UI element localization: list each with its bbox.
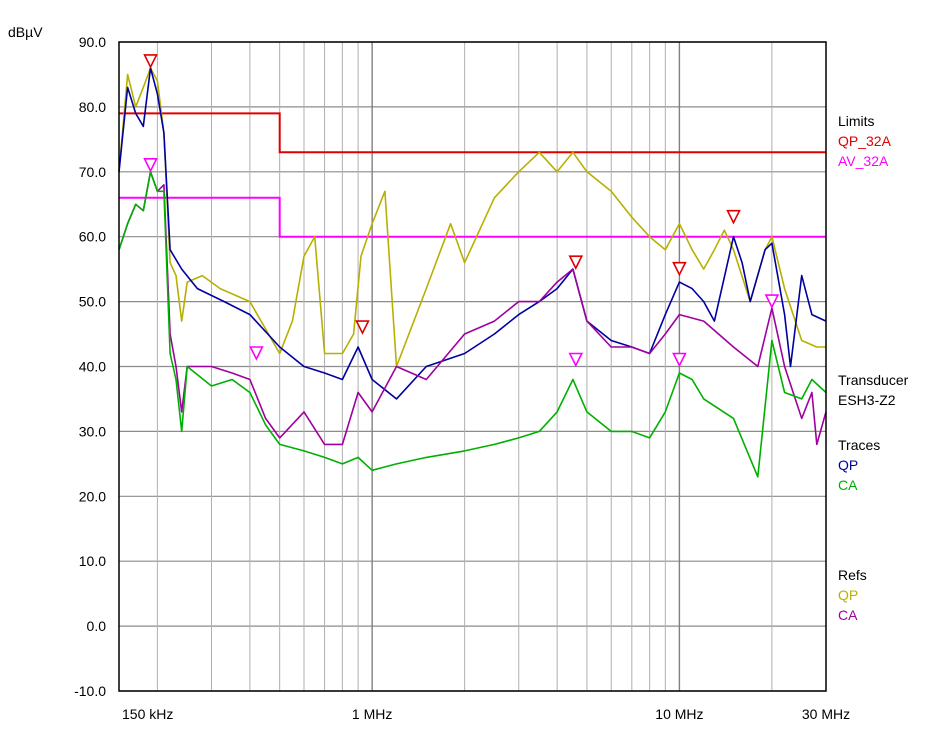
plot-frame [118,41,827,692]
marker-av [249,346,264,361]
plot-grid [119,41,827,692]
marker-av [764,294,780,309]
legend-trace-qp: QP [838,457,858,473]
y-tick-label: -10.0 [74,683,106,699]
legend-trace-ca: CA [838,477,858,493]
y-tick-label: 40.0 [79,359,106,375]
legend-ref-qp: QP [838,587,858,603]
legend-limit-av: AV_32A [838,153,889,169]
series-refs-qp [118,67,826,368]
limit-line-av_32a [119,196,826,238]
y-axis-unit-label: dBµV [8,24,43,40]
x-tick-label: 1 MHz [352,706,392,722]
limit-lines [119,112,826,238]
y-tick-label: 10.0 [79,553,106,569]
y-tick-label: 30.0 [79,423,106,439]
x-axis-ticks: 150 kHz 1 MHz 10 MHz 30 MHz [122,706,850,722]
y-tick-label: 0.0 [87,618,107,634]
x-tick-label: 150 kHz [122,706,173,722]
marker-qp [726,209,741,225]
legend-traces-heading: Traces [838,437,880,453]
trace-series [118,67,827,478]
y-tick-label: 60.0 [79,229,106,245]
legend: Limits QP_32A AV_32A Transducer ESH3-Z2 … [838,113,909,623]
legend-ref-ca: CA [838,607,858,623]
legend-refs-heading: Refs [838,567,867,583]
legend-limits-heading: Limits [838,113,875,129]
legend-transducer-heading: Transducer [838,372,909,388]
y-tick-label: 50.0 [79,294,106,310]
marker-qp [672,261,687,277]
legend-limit-qp: QP_32A [838,133,892,149]
y-tick-label: 80.0 [79,99,106,115]
series-refs-ca [118,171,827,446]
legend-transducer-name: ESH3-Z2 [838,392,896,408]
marker-qp [143,54,158,69]
limit-line-qp_32a [119,112,826,154]
y-tick-label: 70.0 [79,164,106,180]
y-tick-label: 90.0 [79,34,106,50]
peak-markers [143,54,780,368]
marker-av [672,352,687,368]
series-traces-qp [118,67,827,400]
y-tick-label: 20.0 [79,488,106,504]
x-tick-label: 10 MHz [655,706,703,722]
y-axis-ticks: 90.0 80.0 70.0 60.0 50.0 40.0 30.0 20.0 10.0 0.0 -… [74,34,106,699]
marker-av [568,352,584,368]
series-traces-ca [118,171,827,478]
x-tick-label: 30 MHz [802,706,850,722]
marker-qp [568,255,584,270]
marker-qp [355,320,370,335]
marker-av [143,158,158,173]
